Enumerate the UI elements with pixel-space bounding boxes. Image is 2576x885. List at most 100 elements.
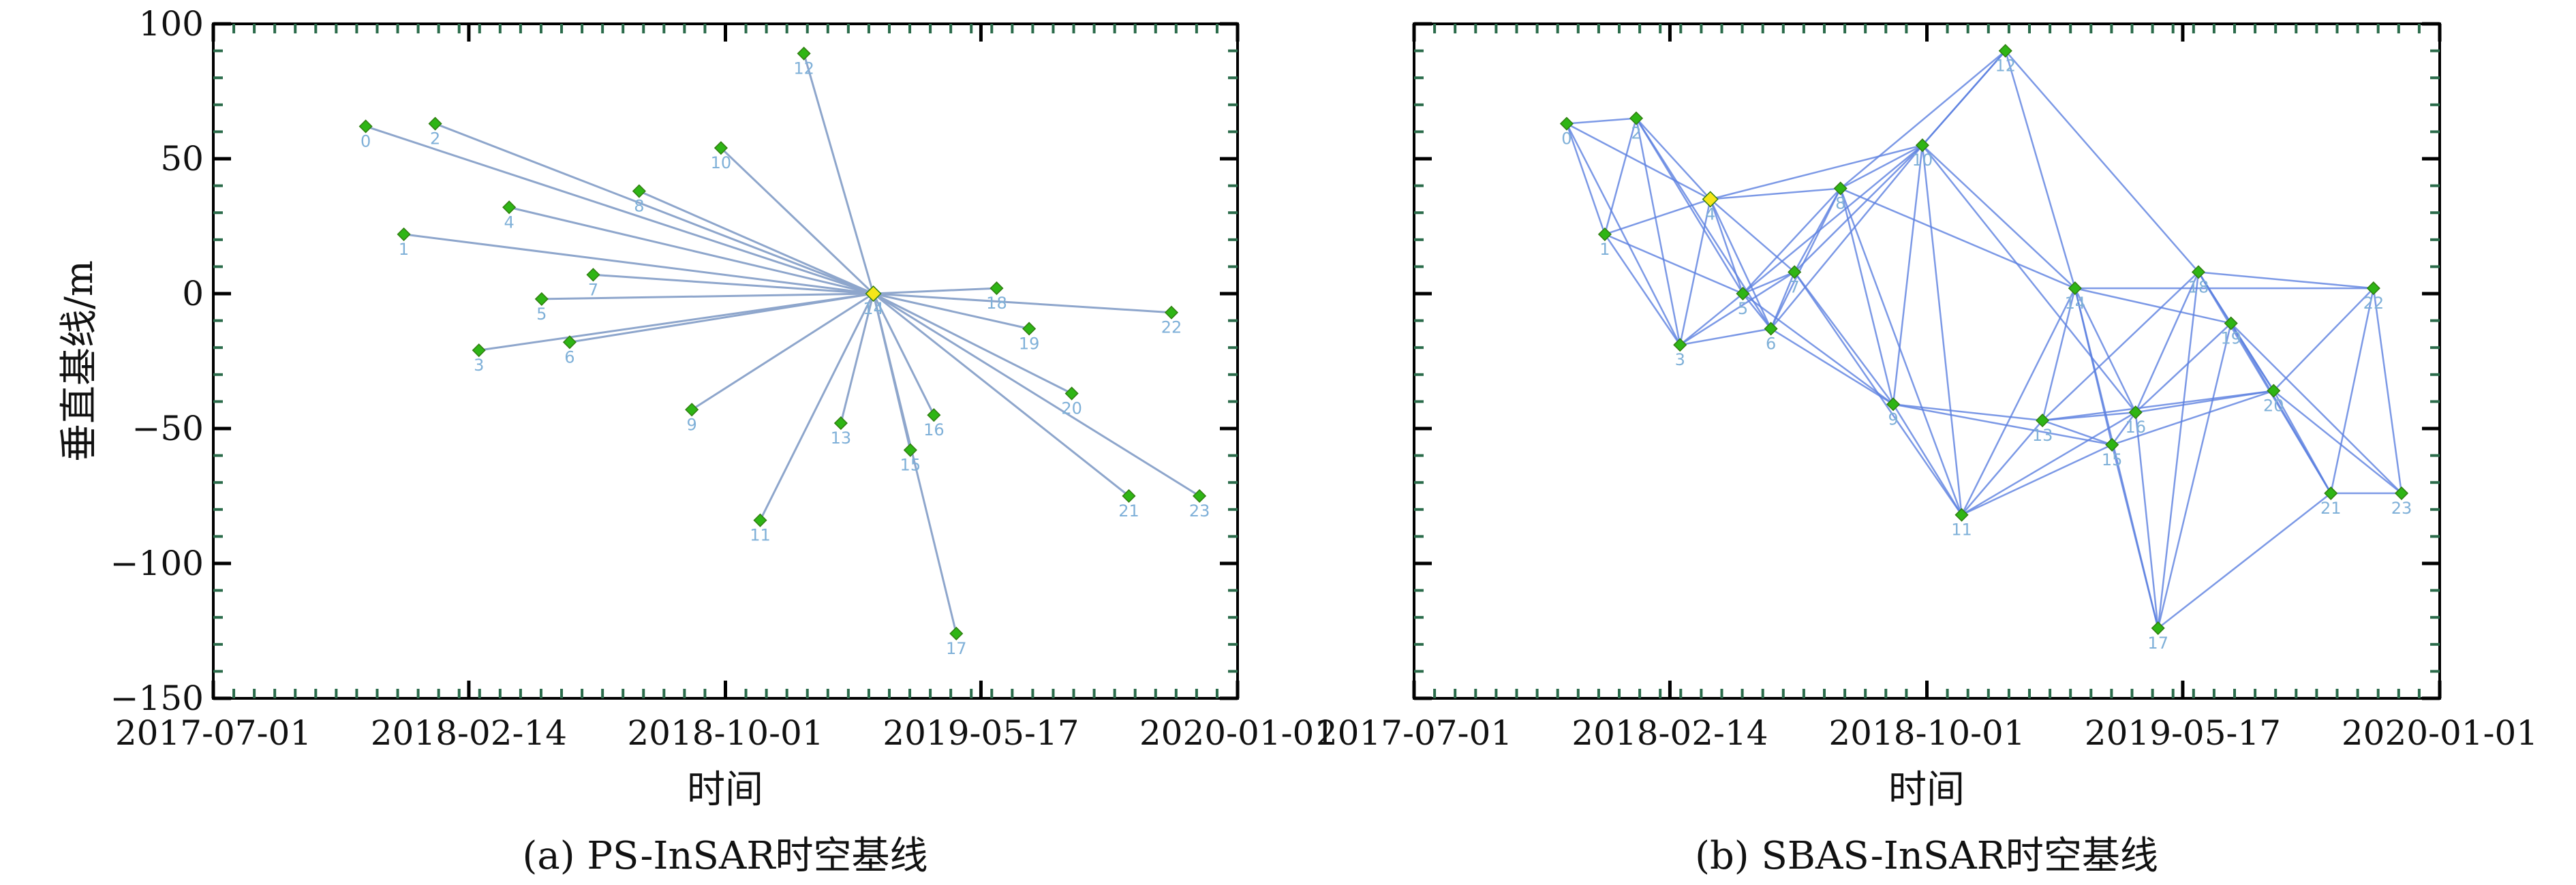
point-label: 13 <box>831 429 852 448</box>
baseline-edge <box>2330 288 2375 494</box>
baseline-edge <box>639 190 874 295</box>
point-label: 15 <box>900 456 921 475</box>
acquisition-point <box>1122 488 1136 503</box>
point-label: 5 <box>1738 299 1748 318</box>
baseline-edge <box>2042 419 2113 446</box>
acquisition-point <box>472 343 486 358</box>
baseline-edge <box>1604 234 1681 345</box>
acquisition-point <box>1597 227 1612 241</box>
baseline-edge <box>1709 198 1796 273</box>
acquisition-point <box>632 184 646 198</box>
x-tick-label: 2017-07-01 <box>115 713 311 753</box>
baseline-edge <box>1770 144 1923 330</box>
baseline-edge <box>2004 50 2199 273</box>
x-tick-label: 2020-01-01 <box>2342 713 2538 753</box>
baseline-edge <box>873 292 1172 314</box>
point-label: 7 <box>588 280 598 299</box>
acquisition-point <box>1886 397 1901 412</box>
baseline-edge <box>1565 123 1681 345</box>
baseline-edge <box>2372 288 2403 494</box>
baseline-edges-a <box>365 53 1200 634</box>
point-label: 9 <box>687 415 697 434</box>
x-tick-labels-b: 2017-07-01 2018-02-14 2018-10-01 2019-05-17… <box>1316 713 2538 753</box>
acquisition-point <box>2068 281 2082 296</box>
baseline-edge <box>1961 444 2113 516</box>
acquisition-point <box>2324 486 2338 501</box>
baseline-edge <box>2041 288 2076 421</box>
baseline-edge <box>2230 322 2402 494</box>
point-label: 12 <box>793 59 814 78</box>
acquisition-point <box>1193 488 1207 503</box>
baseline-edge <box>1840 187 2076 290</box>
baseline-edge <box>1961 420 2044 516</box>
baseline-edge <box>478 292 874 352</box>
acquisition-point <box>1998 44 2012 58</box>
baseline-edge <box>2273 288 2374 392</box>
y-tick-label: 50 <box>160 139 204 178</box>
baseline-edge <box>1794 144 1923 273</box>
baseline-edge <box>2111 412 2136 446</box>
point-label: 2 <box>1631 124 1641 143</box>
baseline-edge <box>1839 188 1895 405</box>
axis-ticks-a <box>211 22 1240 700</box>
acquisition-point <box>1702 191 1719 208</box>
acquisition-point <box>685 403 699 417</box>
baseline-edge <box>435 123 874 295</box>
baseline-edge <box>1742 144 1923 294</box>
baseline-edge <box>593 273 874 295</box>
baseline-edge <box>1742 187 1841 294</box>
baseline-edge <box>1794 187 1841 273</box>
baseline-edge <box>872 292 1200 497</box>
baseline-edge <box>1770 188 1841 330</box>
acquisition-point <box>428 117 442 131</box>
point-label: 6 <box>564 347 574 367</box>
baseline-edge <box>2135 390 2274 414</box>
x-tick-labels-a: 2017-07-01 2018-02-14 2018-10-01 2019-05-17… <box>115 713 1336 753</box>
acquisition-point <box>2151 621 2165 636</box>
baseline-edge <box>1566 117 1637 125</box>
baseline-edge <box>840 293 875 424</box>
point-label: 16 <box>923 420 945 439</box>
acquisition-point <box>927 408 941 422</box>
baseline-edge <box>541 292 874 300</box>
y-tick-labels-a: 100 50 0 −50 −100 −150 <box>110 4 204 718</box>
baseline-edge <box>365 125 874 295</box>
y-tick-label: −150 <box>110 679 204 718</box>
point-label: 13 <box>2032 426 2053 445</box>
point-label: 20 <box>1061 399 1082 418</box>
point-label: 7 <box>1790 277 1800 296</box>
y-tick-label: −100 <box>110 544 204 583</box>
acquisition-point <box>1629 111 1644 125</box>
baseline-edge <box>720 147 874 295</box>
point-label: 22 <box>1161 318 1182 337</box>
acquisition-point <box>797 46 811 61</box>
x-tick-label: 2020-01-01 <box>1139 713 1336 753</box>
acquisition-point <box>1833 181 1847 196</box>
point-label: 16 <box>2125 418 2146 437</box>
point-label: 21 <box>2320 499 2342 518</box>
acquisition-point <box>1559 117 1574 131</box>
baseline-edge <box>1921 144 2136 414</box>
baseline-edges-b <box>1565 50 2403 630</box>
point-label: 0 <box>1561 129 1571 149</box>
point-label: 3 <box>1675 350 1685 369</box>
baseline-edge <box>1892 145 1924 405</box>
baseline-edge <box>2134 271 2200 413</box>
y-axis-title: 垂直基线/m <box>57 260 102 462</box>
acquisition-point <box>397 227 411 241</box>
point-label: 5 <box>536 305 547 324</box>
point-label: 15 <box>2102 450 2123 469</box>
baseline-edge <box>1892 403 2113 446</box>
point-label: 18 <box>2188 277 2209 296</box>
plot-frame-a <box>212 22 1239 700</box>
point-label: 11 <box>1951 521 1972 540</box>
point-label: 6 <box>1766 334 1776 353</box>
baseline-edge <box>872 293 957 634</box>
baseline-edge <box>1892 403 1963 516</box>
point-label: 19 <box>1019 334 1040 353</box>
baseline-edge <box>1794 271 1895 405</box>
point-label: 0 <box>361 131 371 151</box>
baseline-edge <box>873 292 1030 330</box>
